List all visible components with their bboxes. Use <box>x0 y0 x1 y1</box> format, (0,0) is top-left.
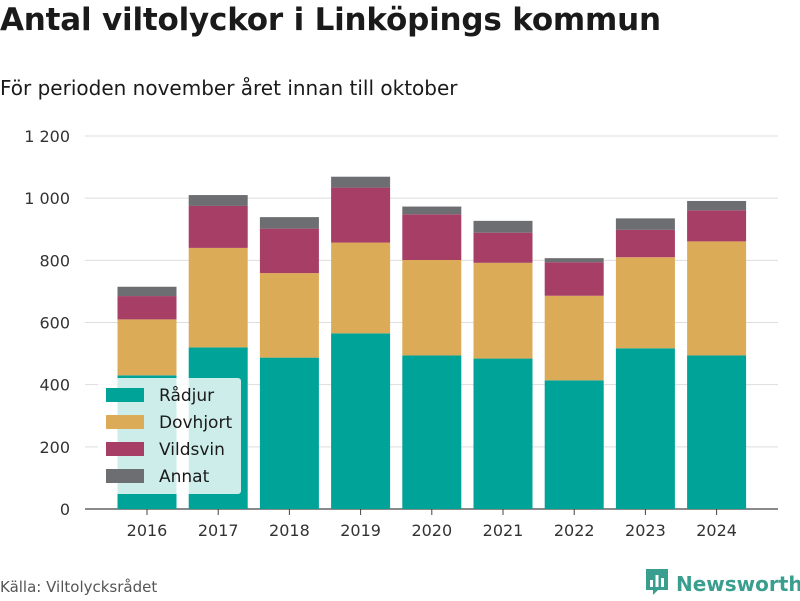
bar-dovhjort-2018 <box>259 273 319 358</box>
x-tick-label: 2019 <box>340 521 381 540</box>
bar-vildsvin-2023 <box>615 229 675 258</box>
x-tick-label: 2021 <box>483 521 524 540</box>
bar-annat-2021 <box>473 220 533 233</box>
y-tick-label: 600 <box>39 314 70 333</box>
bar-annat-2022 <box>544 258 604 263</box>
bar-r-djur-2018 <box>259 357 319 509</box>
bar-annat-2023 <box>615 218 675 230</box>
bar-vildsvin-2022 <box>544 262 604 296</box>
x-tick-label: 2022 <box>554 521 595 540</box>
bar-annat-2018 <box>259 217 319 229</box>
bar-vildsvin-2021 <box>473 232 533 263</box>
y-tick-label: 400 <box>39 376 70 395</box>
chart-title: Antal viltolyckor i Linköpings kommun <box>0 2 661 38</box>
bar-vildsvin-2020 <box>402 214 462 261</box>
bar-chart-icon <box>644 567 670 601</box>
brand-logo: Newsworthy <box>644 569 800 599</box>
x-tick-label: 2016 <box>127 521 168 540</box>
bar-annat-2016 <box>117 286 177 297</box>
y-tick-label: 1 000 <box>24 189 70 208</box>
chart-subtitle: För perioden november året innan till ok… <box>0 76 458 100</box>
bar-annat-2019 <box>331 176 391 188</box>
legend-swatch <box>106 469 144 483</box>
y-tick-label: 1 200 <box>24 127 70 146</box>
legend-box <box>98 378 241 494</box>
bar-r-djur-2024 <box>687 355 747 509</box>
legend: Rådjur Dovhjort Vildsvin Annat <box>98 378 241 494</box>
bar-dovhjort-2020 <box>402 260 462 356</box>
x-tick-label: 2020 <box>411 521 452 540</box>
legend-swatch <box>106 415 144 429</box>
bar-r-djur-2021 <box>473 358 533 509</box>
bar-dovhjort-2024 <box>687 241 747 356</box>
bar-vildsvin-2017 <box>188 205 248 248</box>
legend-label: Dovhjort <box>159 413 232 433</box>
bar-vildsvin-2018 <box>259 228 319 274</box>
bar-dovhjort-2021 <box>473 262 533 359</box>
y-tick-label: 0 <box>60 500 70 519</box>
x-tick-label: 2023 <box>625 521 666 540</box>
bar-dovhjort-2023 <box>615 257 675 349</box>
source-note: Källa: Viltolycksrådet <box>0 578 158 596</box>
x-axis-ticks: 2016 2017 2018 2019 2020 2021 2022 2023 2024 <box>127 509 737 540</box>
bar-r-djur-2022 <box>544 380 604 509</box>
bar-dovhjort-2017 <box>188 247 248 348</box>
bar-r-djur-2020 <box>402 355 462 509</box>
legend-swatch <box>106 388 144 402</box>
x-tick-label: 2018 <box>269 521 310 540</box>
bar-vildsvin-2019 <box>331 187 391 243</box>
bar-vildsvin-2024 <box>687 210 747 242</box>
bar-annat-2020 <box>402 206 462 215</box>
bar-annat-2024 <box>687 200 747 211</box>
bar-annat-2017 <box>188 195 248 206</box>
bar-vildsvin-2016 <box>117 296 177 320</box>
y-tick-label: 800 <box>39 251 70 270</box>
legend-label: Annat <box>159 467 210 487</box>
bar-dovhjort-2019 <box>331 242 391 334</box>
bar-r-djur-2019 <box>331 333 391 509</box>
bar-r-djur-2023 <box>615 348 675 509</box>
brand-name: Newsworthy <box>676 572 800 596</box>
legend-label: Vildsvin <box>159 440 225 460</box>
bar-dovhjort-2016 <box>117 319 177 376</box>
legend-label: Rådjur <box>159 385 214 406</box>
bar-dovhjort-2022 <box>544 295 604 381</box>
y-axis-ticks: 0 200 400 600 800 1 000 1 200 <box>24 127 70 519</box>
x-tick-label: 2017 <box>198 521 239 540</box>
y-tick-label: 200 <box>39 438 70 457</box>
x-tick-label: 2024 <box>696 521 737 540</box>
legend-swatch <box>106 442 144 456</box>
